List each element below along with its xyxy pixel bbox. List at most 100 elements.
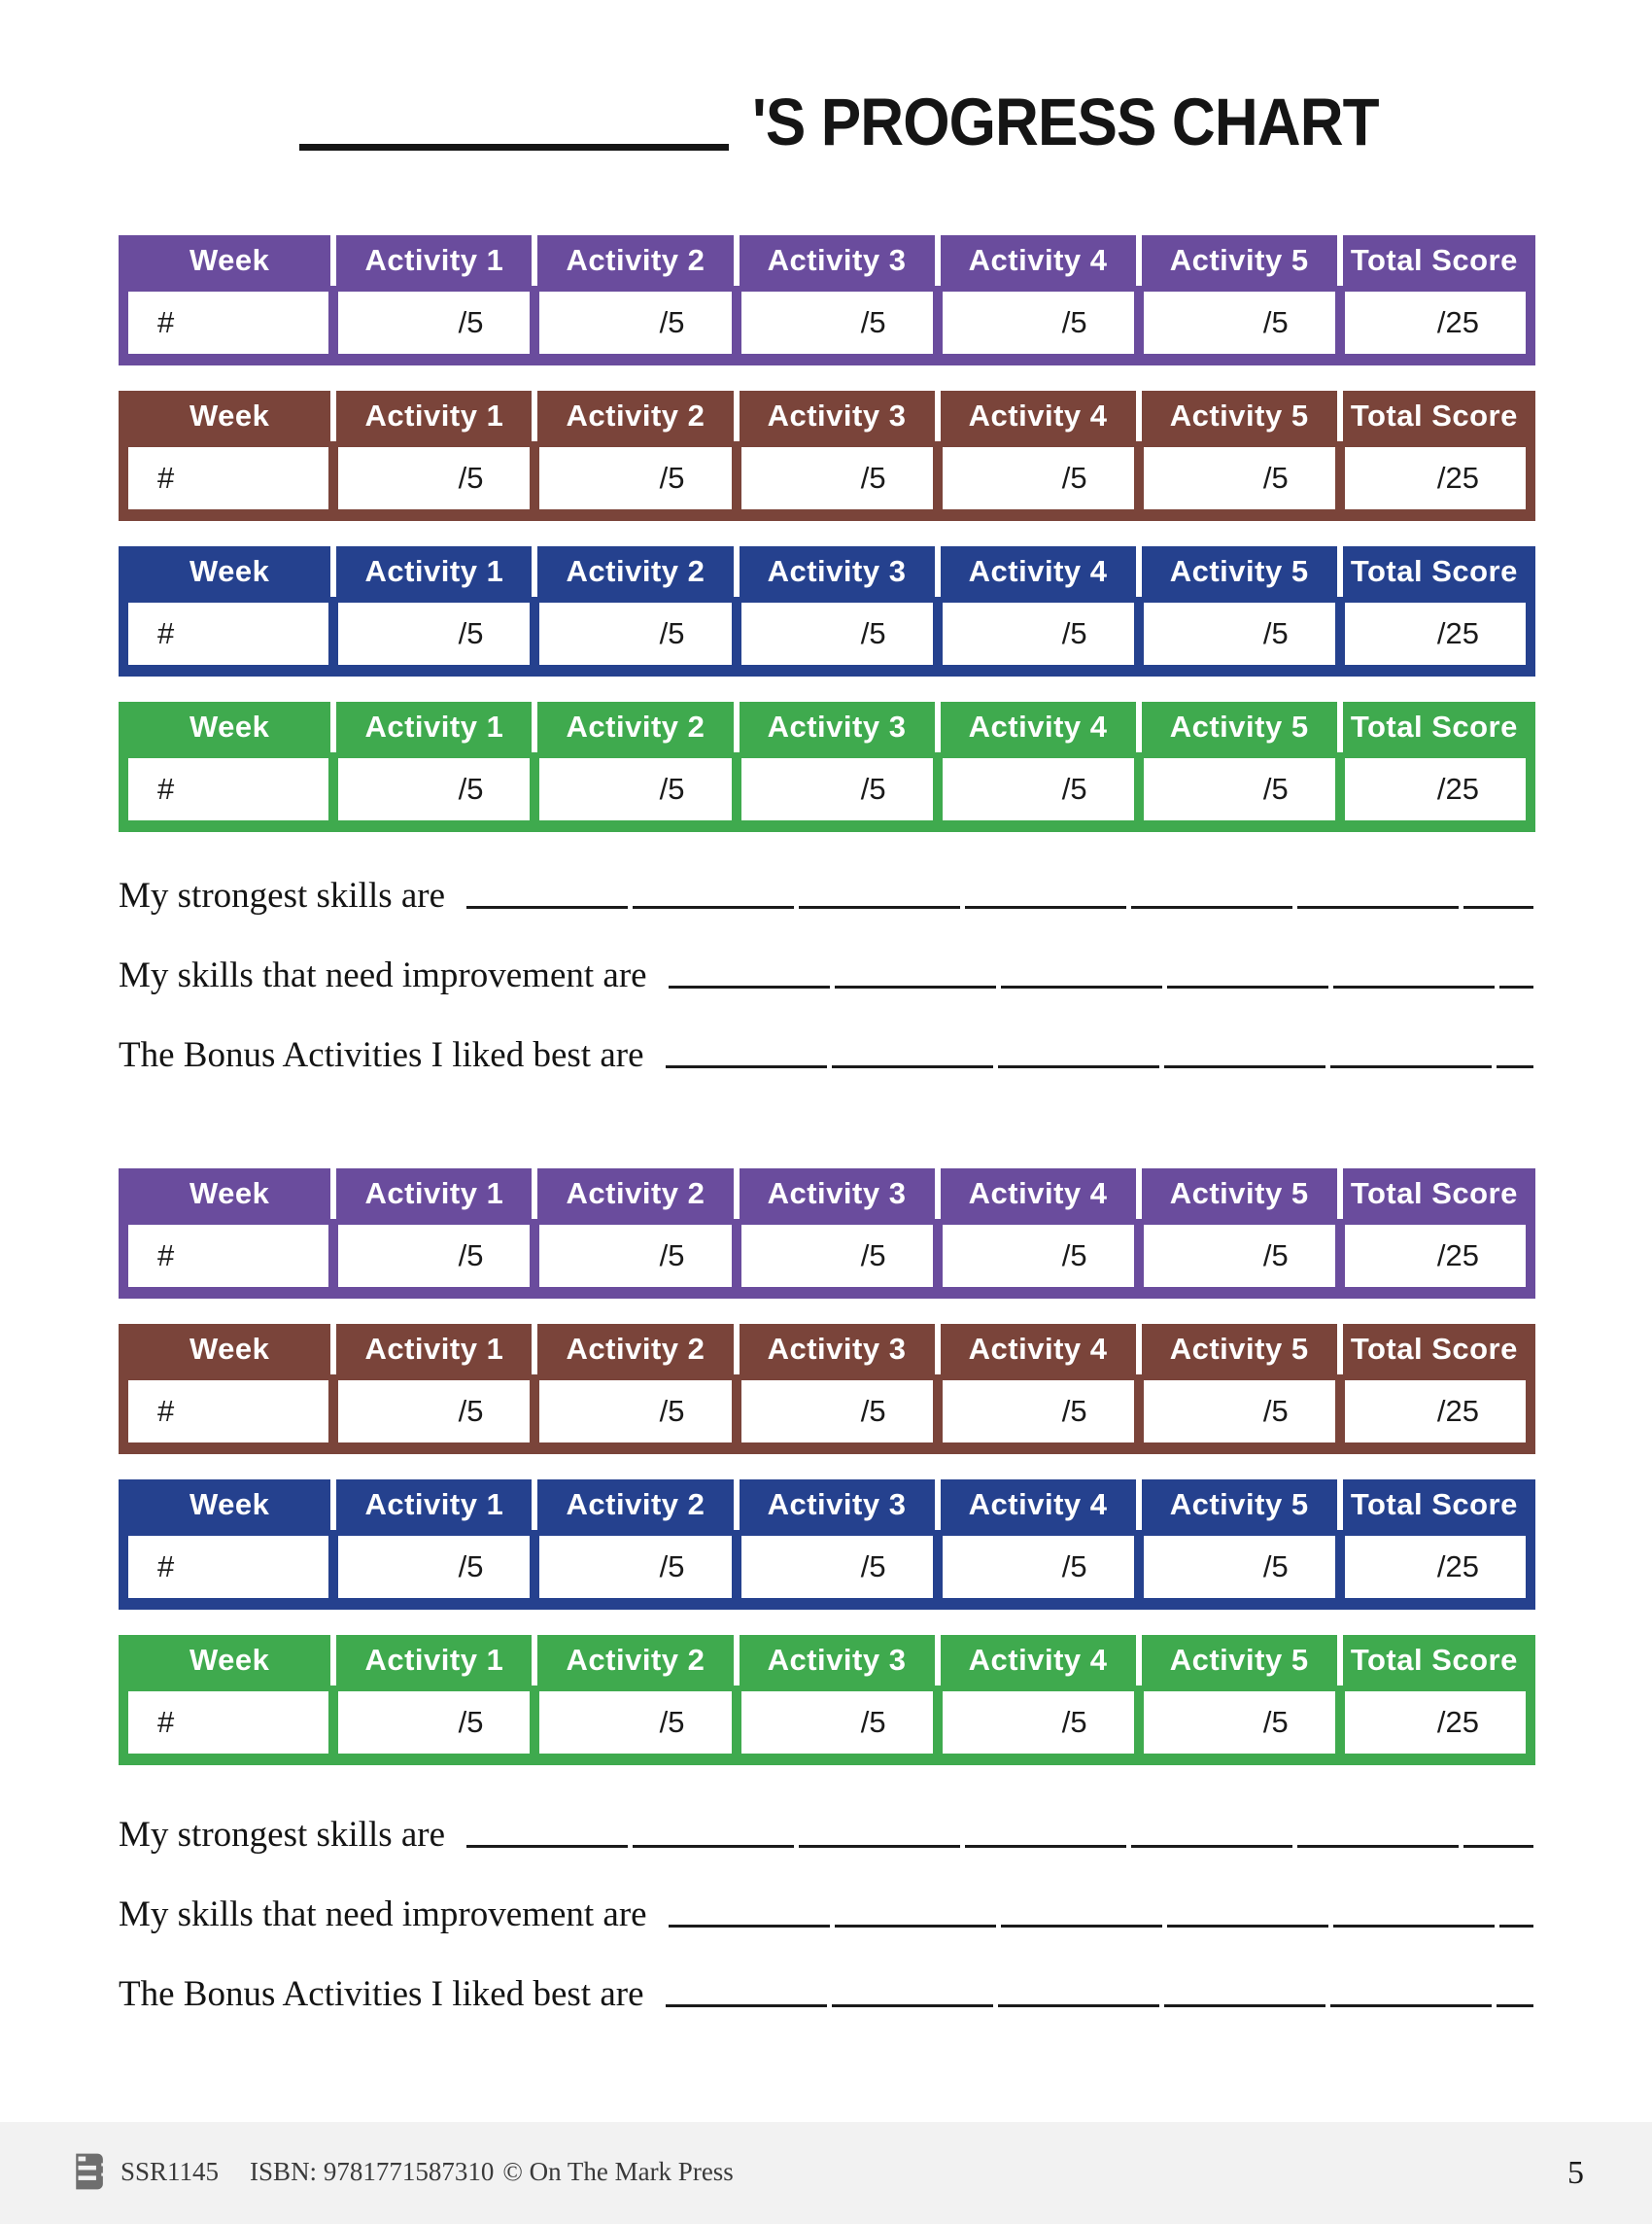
activity-score-cell: /5 — [328, 441, 535, 509]
column-header-total-score: Total Score — [1336, 1168, 1526, 1222]
header-row: Week Activity 1 Activity 2 Activity 3 Acti… — [128, 1479, 1526, 1533]
column-header-activity-1: Activity 1 — [330, 1168, 535, 1222]
score-row: #/5 /5/5 /5/5 /25 — [128, 1374, 1526, 1442]
prompt-label: My strongest skills are — [119, 875, 446, 916]
column-header-activity-2: Activity 2 — [532, 1324, 737, 1377]
table-group-2: Week Activity 1 Activity 2 Activity 3 Acti… — [119, 1168, 1535, 1765]
fill-in-prompt-my-skills-that: My skills that need improvement are — [119, 1890, 1535, 1936]
score-table: Week Activity 1 Activity 2 Activity 3 Acti… — [128, 546, 1526, 665]
fill-in-prompt-my-strongest-skills: My strongest skills are — [119, 871, 1535, 918]
progress-table-blue: Week Activity 1 Activity 2 Activity 3 Acti… — [119, 546, 1535, 677]
prompts-group-1: My strongest skills are My skills that n… — [119, 871, 1535, 1077]
activity-score-cell: /5 — [1133, 1685, 1340, 1754]
column-header-activity-4: Activity 4 — [934, 1168, 1139, 1222]
header-row: Week Activity 1 Activity 2 Activity 3 Acti… — [128, 1168, 1526, 1222]
activity-score-cell: /5 — [932, 752, 1139, 820]
column-header-activity-4: Activity 4 — [934, 1635, 1139, 1688]
column-header-activity-5: Activity 5 — [1135, 1324, 1340, 1377]
column-header-activity-5: Activity 5 — [1135, 391, 1340, 444]
column-header-activity-5: Activity 5 — [1135, 546, 1340, 600]
content: Week Activity 1 Activity 2 Activity 3 Acti… — [119, 235, 1535, 2016]
fill-in-prompt-my-skills-that: My skills that need improvement are — [119, 951, 1535, 997]
activity-score-cell: /5 — [328, 1530, 535, 1598]
activity-score-cell: /5 — [932, 597, 1139, 665]
column-header-week: Week — [128, 1479, 334, 1533]
prompt-label: The Bonus Activities I liked best are — [119, 1973, 644, 2014]
column-header-activity-2: Activity 2 — [532, 546, 737, 600]
column-header-activity-4: Activity 4 — [934, 702, 1139, 755]
week-number-cell: # — [128, 752, 334, 820]
column-header-total-score: Total Score — [1336, 391, 1526, 444]
activity-score-cell: /5 — [731, 1685, 938, 1754]
activity-score-cell: /5 — [328, 1374, 535, 1442]
column-header-week: Week — [128, 1168, 334, 1222]
prompt-label: The Bonus Activities I liked best are — [119, 1034, 644, 1075]
activity-score-cell: /5 — [530, 286, 737, 354]
activity-score-cell: /5 — [932, 1530, 1139, 1598]
column-header-week: Week — [128, 546, 334, 600]
activity-score-cell: /5 — [328, 597, 535, 665]
column-header-activity-1: Activity 1 — [330, 1635, 535, 1688]
activity-score-cell: /5 — [932, 286, 1139, 354]
footer: SSR1145 ISBN: 9781771587310 © On The Mark … — [0, 2122, 1652, 2224]
score-table: Week Activity 1 Activity 2 Activity 3 Acti… — [128, 1635, 1526, 1754]
score-table: Week Activity 1 Activity 2 Activity 3 Acti… — [128, 1168, 1526, 1287]
column-header-activity-4: Activity 4 — [934, 235, 1139, 289]
column-header-total-score: Total Score — [1336, 702, 1526, 755]
column-header-activity-3: Activity 3 — [733, 1479, 938, 1533]
footer-left: SSR1145 ISBN: 9781771587310 © On The Mark … — [72, 2151, 734, 2192]
column-header-activity-2: Activity 2 — [532, 1168, 737, 1222]
column-header-activity-2: Activity 2 — [532, 1635, 737, 1688]
activity-score-cell: /5 — [731, 286, 938, 354]
progress-table-brown: Week Activity 1 Activity 2 Activity 3 Acti… — [119, 1324, 1535, 1454]
page-number: 5 — [1567, 2155, 1584, 2191]
activity-score-cell: /5 — [328, 1685, 535, 1754]
column-header-activity-3: Activity 3 — [733, 546, 938, 600]
header-row: Week Activity 1 Activity 2 Activity 3 Acti… — [128, 702, 1526, 755]
column-header-activity-1: Activity 1 — [330, 546, 535, 600]
score-table: Week Activity 1 Activity 2 Activity 3 Acti… — [128, 235, 1526, 354]
score-row: #/5 /5/5 /5/5 /25 — [128, 752, 1526, 820]
score-table: Week Activity 1 Activity 2 Activity 3 Acti… — [128, 1479, 1526, 1598]
column-header-activity-3: Activity 3 — [733, 235, 938, 289]
week-number-cell: # — [128, 1374, 334, 1442]
product-code: SSR1145 — [120, 2156, 220, 2186]
column-header-total-score: Total Score — [1336, 235, 1526, 289]
activity-score-cell: /5 — [1133, 286, 1340, 354]
column-header-total-score: Total Score — [1336, 546, 1526, 600]
prompt-label: My strongest skills are — [119, 1814, 446, 1855]
write-in-line — [665, 1065, 1533, 1068]
write-in-line — [466, 1845, 1533, 1848]
column-header-activity-4: Activity 4 — [934, 546, 1139, 600]
header-row: Week Activity 1 Activity 2 Activity 3 Acti… — [128, 546, 1526, 600]
column-header-total-score: Total Score — [1336, 1324, 1526, 1377]
copyright: © On The Mark Press — [502, 2156, 734, 2186]
total-score-cell: /25 — [1334, 597, 1526, 665]
activity-score-cell: /5 — [932, 1219, 1139, 1287]
column-header-week: Week — [128, 235, 334, 289]
activity-score-cell: /5 — [328, 286, 535, 354]
column-header-week: Week — [128, 702, 334, 755]
write-in-line — [665, 2004, 1533, 2007]
fill-in-prompt-my-strongest-skills: My strongest skills are — [119, 1810, 1535, 1857]
header-row: Week Activity 1 Activity 2 Activity 3 Acti… — [128, 235, 1526, 289]
week-number-cell: # — [128, 597, 334, 665]
column-header-total-score: Total Score — [1336, 1479, 1526, 1533]
progress-table-brown: Week Activity 1 Activity 2 Activity 3 Acti… — [119, 391, 1535, 521]
column-header-activity-1: Activity 1 — [330, 391, 535, 444]
total-score-cell: /25 — [1334, 1530, 1526, 1598]
activity-score-cell: /5 — [1133, 1219, 1340, 1287]
column-header-week: Week — [128, 391, 334, 444]
column-header-activity-2: Activity 2 — [532, 235, 737, 289]
prompt-label: My skills that need improvement are — [119, 1894, 647, 1934]
worksheet-page: 'S PROGRESS CHART Week Activity 1 Activit… — [0, 85, 1652, 2224]
column-header-activity-5: Activity 5 — [1135, 702, 1340, 755]
fill-in-prompt-the-bonus-activities: The Bonus Activities I liked best are — [119, 1969, 1535, 2016]
activity-score-cell: /5 — [1133, 752, 1340, 820]
page-title-text: 'S PROGRESS CHART — [752, 85, 1380, 159]
write-in-line — [668, 986, 1533, 989]
activity-score-cell: /5 — [1133, 1374, 1340, 1442]
prompt-label: My skills that need improvement are — [119, 955, 647, 995]
column-header-activity-3: Activity 3 — [733, 702, 938, 755]
week-number-cell: # — [128, 1530, 334, 1598]
